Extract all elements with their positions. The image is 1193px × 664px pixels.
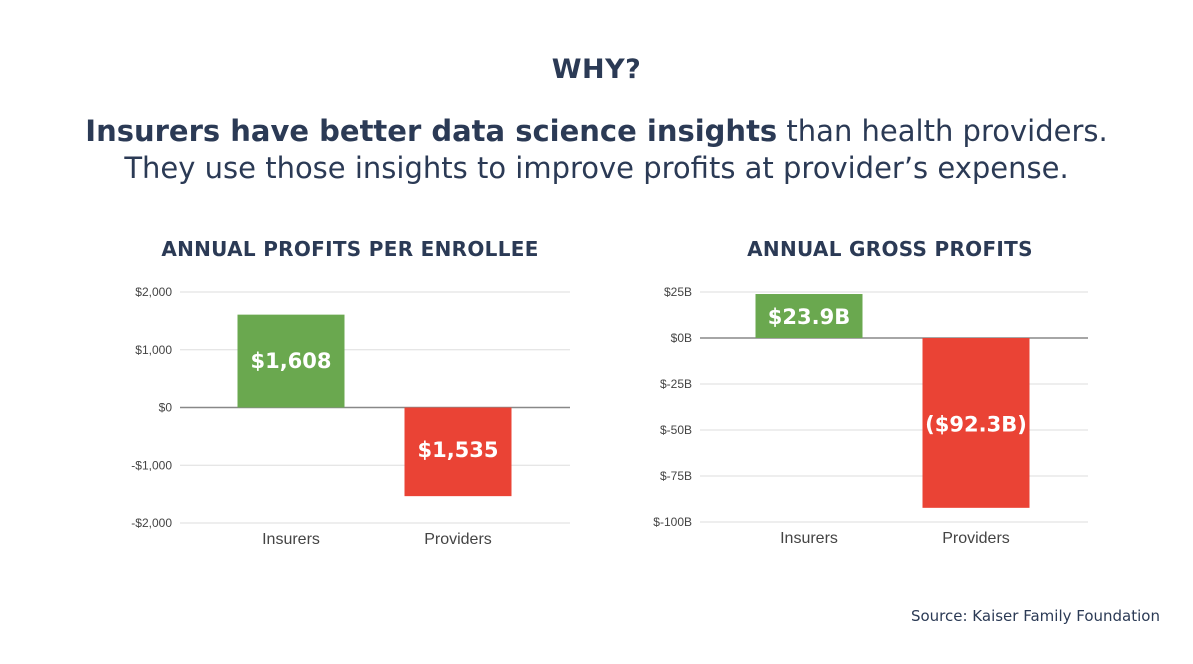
y-tick-label: $-100B (653, 515, 692, 529)
bar-providers (922, 338, 1030, 508)
y-tick-label: -$1,000 (131, 458, 172, 472)
source-note: Source: Kaiser Family Foundation (910, 607, 1160, 625)
y-tick-label: $0 (159, 401, 173, 415)
page-subheading: Insurers have better data science insigh… (0, 113, 1193, 187)
chart-title-per-enrollee: ANNUAL PROFITS PER ENROLLEE (161, 237, 539, 261)
page-heading: WHY? (551, 54, 642, 85)
chart-title-gross-profits: ANNUAL GROSS PROFITS (747, 237, 1033, 261)
bar-insurers (237, 314, 345, 408)
subheading-rest: than health providers. (777, 114, 1108, 148)
chart-gross-profits: $25B $0B $-25B $-50B $-75B $-100B $23.9B Insure… (653, 285, 1088, 547)
subheading-bold: Insurers have better data science insigh… (85, 114, 778, 148)
y-tick-label: $1,000 (135, 343, 172, 357)
bar-insurers (755, 294, 863, 338)
subheading-line2: They use those insights to improve profi… (124, 151, 1069, 185)
y-tick-label: $-75B (660, 469, 692, 483)
bar-providers (404, 407, 512, 497)
y-tick-label: $2,000 (135, 285, 172, 299)
data-label: $1,608 (250, 349, 331, 373)
y-tick-label: $-50B (660, 423, 692, 437)
x-category-label: Insurers (262, 531, 320, 548)
y-tick-label: -$2,000 (131, 516, 172, 530)
x-category-label: Insurers (780, 530, 838, 547)
data-label: $23.9B (768, 305, 850, 329)
x-category-label: Providers (424, 531, 492, 548)
y-tick-label: $0B (671, 331, 692, 345)
y-tick-label: $25B (664, 285, 692, 299)
data-label: ($92.3B) (925, 413, 1027, 437)
chart-per-enrollee: $2,000 $1,000 $0 -$1,000 -$2,000 $1,608 Insure… (131, 285, 570, 548)
x-category-label: Providers (942, 530, 1010, 547)
y-tick-label: $-25B (660, 377, 692, 391)
data-label: $1,535 (417, 438, 498, 462)
